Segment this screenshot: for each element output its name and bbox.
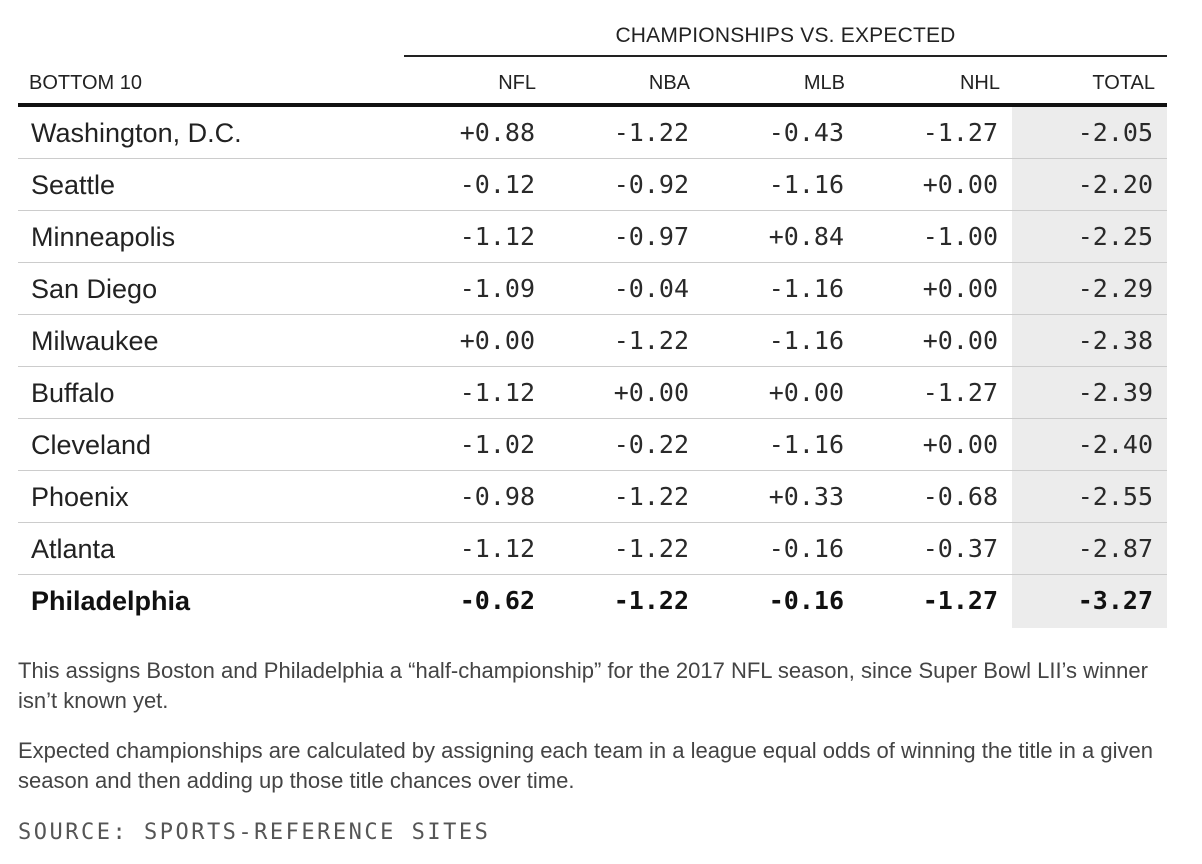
nba-value-cell: -1.22 (613, 586, 689, 615)
nfl-value-cell: +0.00 (459, 326, 535, 355)
column-header-bottom-10: BOTTOM 10 (29, 72, 142, 94)
nfl-value-cell: -0.12 (459, 170, 535, 199)
mlb-value-cell: +0.00 (768, 378, 844, 407)
nhl-value-cell: -1.27 (922, 378, 998, 407)
note-half-championship: This assigns Boston and Philadelphia a “… (18, 658, 1148, 713)
nhl-value-cell: +0.00 (922, 274, 998, 303)
table-row: Minneapolis -1.12 -0.97 +0.84 -1.00 -2.25 (18, 211, 1167, 263)
mlb-value-cell: -0.16 (768, 586, 844, 615)
table-row: Seattle -0.12 -0.92 -1.16 +0.00 -2.20 (18, 159, 1167, 211)
mlb-value-cell: -0.43 (768, 118, 844, 147)
mlb-value-cell: +0.33 (768, 482, 844, 511)
column-header-nba: NBA (648, 72, 690, 94)
total-column-highlight (1012, 107, 1167, 628)
total-value-cell: -2.20 (1077, 170, 1153, 199)
column-header-nfl: NFL (498, 72, 536, 94)
group-header-championships-vs-expected: CHAMPIONSHIPS VS. EXPECTED (404, 22, 1167, 57)
nhl-value-cell: -1.27 (922, 586, 998, 615)
notes: This assigns Boston and Philadelphia a “… (18, 656, 1178, 816)
mlb-value-cell: -1.16 (768, 326, 844, 355)
total-value-cell: -2.39 (1077, 378, 1153, 407)
nhl-value-cell: +0.00 (922, 430, 998, 459)
total-value-cell: -2.38 (1077, 326, 1153, 355)
total-value-cell: -2.29 (1077, 274, 1153, 303)
nhl-value-cell: -0.68 (922, 482, 998, 511)
total-value-cell: -3.27 (1077, 586, 1153, 615)
nba-value-cell: -1.22 (613, 482, 689, 511)
city-cell: Philadelphia (31, 586, 191, 616)
table-row: Milwaukee +0.00 -1.22 -1.16 +0.00 -2.38 (18, 315, 1167, 367)
table-row: Buffalo -1.12 +0.00 +0.00 -1.27 -2.39 (18, 367, 1167, 419)
mlb-value-cell: +0.84 (768, 222, 844, 251)
note-expected-championships: Expected championships are calculated by… (18, 738, 1153, 793)
mlb-value-cell: -1.16 (768, 170, 844, 199)
nba-value-cell: -0.04 (613, 274, 689, 303)
total-value-cell: -2.55 (1077, 482, 1153, 511)
nba-value-cell: -1.22 (613, 118, 689, 147)
source-line: SOURCE: SPORTS-REFERENCE SITES (18, 820, 491, 845)
nfl-value-cell: -1.09 (459, 274, 535, 303)
table-body: Washington, D.C. +0.88 -1.22 -0.43 -1.27 -2.0… (18, 107, 1167, 626)
total-value-cell: -2.87 (1077, 534, 1153, 563)
city-cell: Minneapolis (31, 222, 176, 252)
nfl-value-cell: -1.02 (459, 430, 535, 459)
total-value-cell: -2.25 (1077, 222, 1153, 251)
table-row: Philadelphia -0.62 -1.22 -0.16 -1.27 -3.27 (18, 575, 1167, 626)
column-header-nhl: NHL (959, 72, 1000, 94)
city-cell: Phoenix (31, 482, 129, 512)
nfl-value-cell: -1.12 (459, 222, 535, 251)
city-cell: Seattle (31, 170, 116, 200)
table-row: San Diego -1.09 -0.04 -1.16 +0.00 -2.29 (18, 263, 1167, 315)
table-row: Phoenix -0.98 -1.22 +0.33 -0.68 -2.55 (18, 471, 1167, 523)
nhl-value-cell: -0.37 (922, 534, 998, 563)
nba-value-cell: -0.97 (613, 222, 689, 251)
nfl-value-cell: -0.98 (459, 482, 535, 511)
nfl-value-cell: +0.88 (459, 118, 535, 147)
nfl-value-cell: -0.62 (459, 586, 535, 615)
nba-value-cell: -0.22 (613, 430, 689, 459)
nba-value-cell: +0.00 (613, 378, 689, 407)
total-value-cell: -2.05 (1077, 118, 1153, 147)
column-header-total: TOTAL (1092, 72, 1155, 94)
nfl-value-cell: -1.12 (459, 378, 535, 407)
city-cell: Cleveland (31, 430, 152, 460)
mlb-value-cell: -1.16 (768, 274, 844, 303)
nfl-value-cell: -1.12 (459, 534, 535, 563)
city-cell: Atlanta (31, 534, 116, 564)
nhl-value-cell: +0.00 (922, 326, 998, 355)
column-header-mlb: MLB (803, 72, 845, 94)
nba-value-cell: -1.22 (613, 326, 689, 355)
city-cell: Buffalo (31, 378, 115, 408)
total-value-cell: -2.40 (1077, 430, 1153, 459)
table-row: Washington, D.C. +0.88 -1.22 -0.43 -1.27 -2.0… (18, 107, 1167, 159)
mlb-value-cell: -0.16 (768, 534, 844, 563)
city-cell: Milwaukee (31, 326, 159, 356)
table-row: Atlanta -1.12 -1.22 -0.16 -0.37 -2.87 (18, 523, 1167, 575)
nba-value-cell: -0.92 (613, 170, 689, 199)
city-cell: San Diego (31, 274, 158, 304)
nhl-value-cell: -1.00 (922, 222, 998, 251)
mlb-value-cell: -1.16 (768, 430, 844, 459)
table-row: Cleveland -1.02 -0.22 -1.16 +0.00 -2.40 (18, 419, 1167, 471)
nhl-value-cell: -1.27 (922, 118, 998, 147)
nhl-value-cell: +0.00 (922, 170, 998, 199)
city-cell: Washington, D.C. (31, 118, 242, 148)
nba-value-cell: -1.22 (613, 534, 689, 563)
column-header-row: BOTTOM 10 NFL NBA MLB NHL TOTAL (18, 56, 1167, 107)
